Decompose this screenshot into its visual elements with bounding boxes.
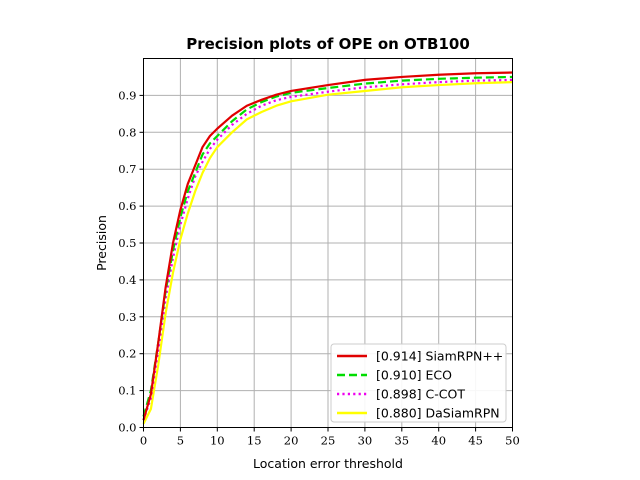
x-tick-label: 30 [358, 434, 373, 448]
x-tick-label: 20 [284, 434, 299, 448]
y-tick-label: 0.4 [118, 273, 136, 287]
legend-label-1: [0.910] ECO [376, 368, 452, 383]
x-tick-label: 25 [321, 434, 336, 448]
series-lines [142, 71, 513, 425]
y-tick-label: 0.5 [118, 236, 136, 250]
chart-title: Precision plots of OPE on OTB100 [186, 35, 470, 53]
legend-label-2: [0.898] C-COT [376, 387, 465, 402]
x-tick-label: 45 [468, 434, 483, 448]
y-tick-label: 0.0 [118, 421, 136, 435]
x-tick-label: 50 [505, 434, 520, 448]
legend-label-3: [0.880] DaSiamRPN [376, 406, 500, 421]
legend: [0.914] SiamRPN++ [0.910] ECO [0.898] C-CO… [330, 343, 507, 423]
y-tick-label: 0.8 [118, 125, 136, 139]
x-tick-label: 40 [431, 434, 446, 448]
x-tick-label: 35 [394, 434, 409, 448]
y-tick-label: 0.2 [118, 347, 136, 361]
legend-box [330, 343, 507, 423]
x-tick-label: 5 [177, 434, 184, 448]
y-axis-label: Precision [94, 215, 109, 271]
series-line-2 [142, 78, 513, 421]
x-tick-label: 15 [247, 434, 262, 448]
x-axis-label: Location error threshold [253, 456, 403, 471]
series-line-3 [142, 81, 513, 425]
x-tick-label: 0 [140, 434, 147, 448]
y-tick-label: 0.9 [118, 88, 136, 102]
y-tick-label: 0.6 [118, 199, 136, 213]
axis-ticks: 0 5 10 15 20 25 30 35 40 45 50 0.0 0.1 0.2 0.3 0.4 0.5 0.… [118, 88, 520, 447]
y-tick-label: 0.3 [118, 310, 136, 324]
y-tick-label: 0.7 [118, 162, 136, 176]
legend-label-0: [0.914] SiamRPN++ [376, 349, 503, 364]
series-line-0 [142, 71, 513, 421]
y-tick-label: 0.1 [118, 384, 136, 398]
x-tick-label: 10 [210, 434, 225, 448]
